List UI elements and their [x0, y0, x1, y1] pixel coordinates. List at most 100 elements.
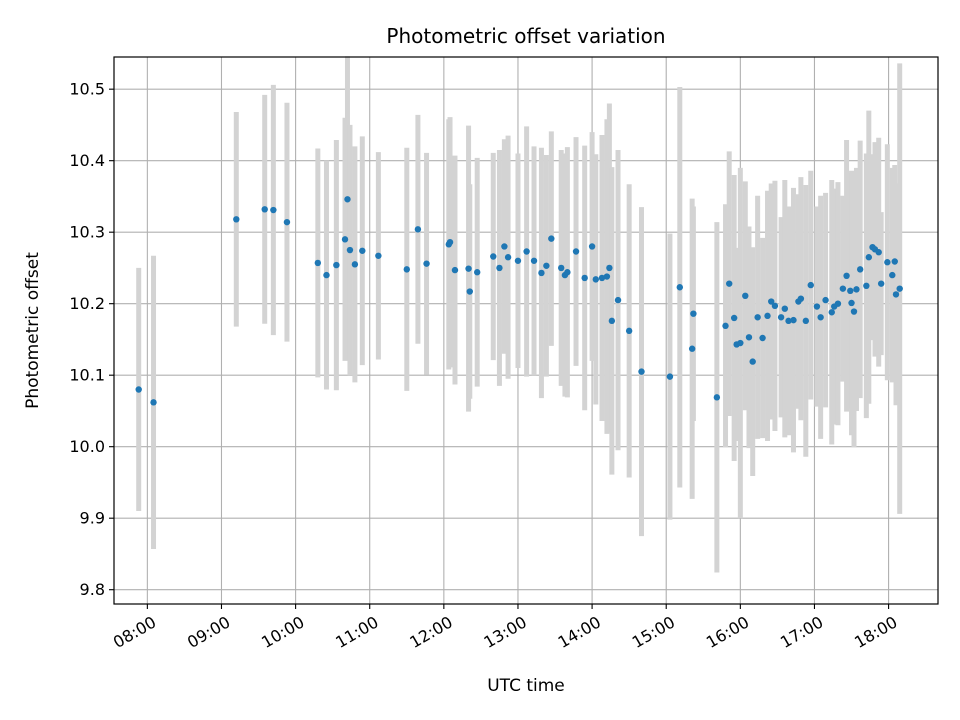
data-point — [781, 305, 789, 312]
data-points — [135, 196, 903, 406]
data-point — [414, 226, 422, 233]
data-point — [745, 334, 753, 341]
data-point — [451, 266, 459, 274]
data-point — [548, 235, 555, 242]
data-point — [598, 274, 606, 282]
data-point — [446, 238, 454, 246]
data-point — [688, 345, 696, 352]
data-point — [523, 248, 530, 255]
data-point — [592, 276, 599, 283]
x-axis-label: UTC time — [487, 676, 565, 696]
data-point — [742, 292, 749, 300]
data-point — [135, 386, 142, 393]
data-point — [737, 339, 744, 347]
data-point — [359, 247, 366, 254]
data-point — [501, 243, 508, 250]
data-point — [474, 269, 481, 276]
data-point — [730, 314, 738, 322]
data-point — [813, 303, 821, 310]
data-point — [351, 261, 359, 268]
data-point — [638, 368, 645, 375]
data-point — [538, 269, 545, 277]
y-tick-label: 10.1 — [69, 366, 105, 385]
data-point — [759, 334, 766, 342]
data-point — [865, 254, 873, 261]
data-point — [822, 296, 829, 304]
data-point — [807, 281, 814, 289]
data-point — [625, 327, 633, 335]
data-point — [496, 264, 503, 272]
data-point — [530, 257, 538, 264]
data-point — [314, 259, 322, 267]
data-point — [490, 253, 497, 260]
data-point — [283, 218, 291, 226]
data-point — [666, 373, 674, 380]
data-point — [777, 314, 785, 321]
data-point — [572, 248, 580, 255]
data-point — [817, 314, 824, 321]
data-point — [877, 280, 885, 287]
y-tick-label: 10.2 — [69, 294, 105, 313]
chart-title: Photometric offset variation — [386, 24, 665, 48]
data-point — [875, 249, 882, 256]
data-point — [843, 272, 850, 279]
data-point — [828, 309, 835, 316]
y-tick-label: 10.0 — [69, 437, 105, 456]
data-point — [150, 399, 157, 406]
data-point — [403, 266, 410, 273]
data-point — [771, 302, 779, 310]
data-point — [856, 266, 864, 273]
data-point — [614, 296, 622, 304]
data-point — [896, 285, 903, 292]
data-point — [713, 394, 721, 401]
data-point — [850, 308, 858, 315]
data-point — [892, 291, 900, 298]
y-axis-label: Photometric offset — [23, 252, 43, 409]
y-axis: 9.8 9.9 10.0 10.1 10.2 10.3 10.4 10.5 — [69, 80, 114, 599]
y-tick-label: 10.4 — [69, 151, 105, 170]
data-point — [853, 286, 860, 293]
data-point — [834, 300, 842, 307]
data-point — [863, 282, 870, 290]
data-point — [323, 271, 330, 279]
data-point — [344, 196, 351, 203]
data-point — [588, 243, 596, 250]
data-point — [847, 287, 854, 295]
data-point — [768, 298, 775, 305]
data-point — [465, 265, 472, 272]
data-point — [514, 257, 522, 264]
data-point — [785, 317, 792, 325]
data-point — [341, 236, 349, 243]
data-point — [608, 317, 616, 325]
y-tick-label: 10.3 — [69, 223, 105, 242]
data-point — [543, 262, 550, 269]
data-point — [884, 259, 891, 266]
data-point — [891, 258, 898, 265]
data-point — [802, 317, 810, 325]
y-tick-label: 9.8 — [80, 580, 105, 599]
data-point — [722, 322, 729, 330]
data-point — [764, 312, 771, 320]
data-point — [848, 299, 855, 307]
y-tick-label: 10.5 — [69, 80, 105, 99]
data-point — [270, 206, 277, 214]
data-point — [749, 358, 756, 365]
plot-frame — [113, 56, 939, 605]
y-tick-label: 9.9 — [80, 509, 105, 528]
data-point — [790, 316, 797, 324]
data-point — [676, 284, 684, 291]
data-point — [726, 280, 733, 287]
data-point — [423, 260, 430, 267]
data-point — [261, 206, 268, 213]
data-point — [466, 288, 473, 295]
data-point — [690, 310, 697, 317]
data-point — [606, 264, 613, 272]
data-point — [839, 285, 847, 292]
data-point — [797, 295, 805, 302]
data-point — [564, 269, 571, 276]
data-point — [333, 261, 340, 269]
data-point — [754, 314, 761, 321]
data-point — [603, 273, 611, 280]
data-point — [889, 271, 896, 279]
